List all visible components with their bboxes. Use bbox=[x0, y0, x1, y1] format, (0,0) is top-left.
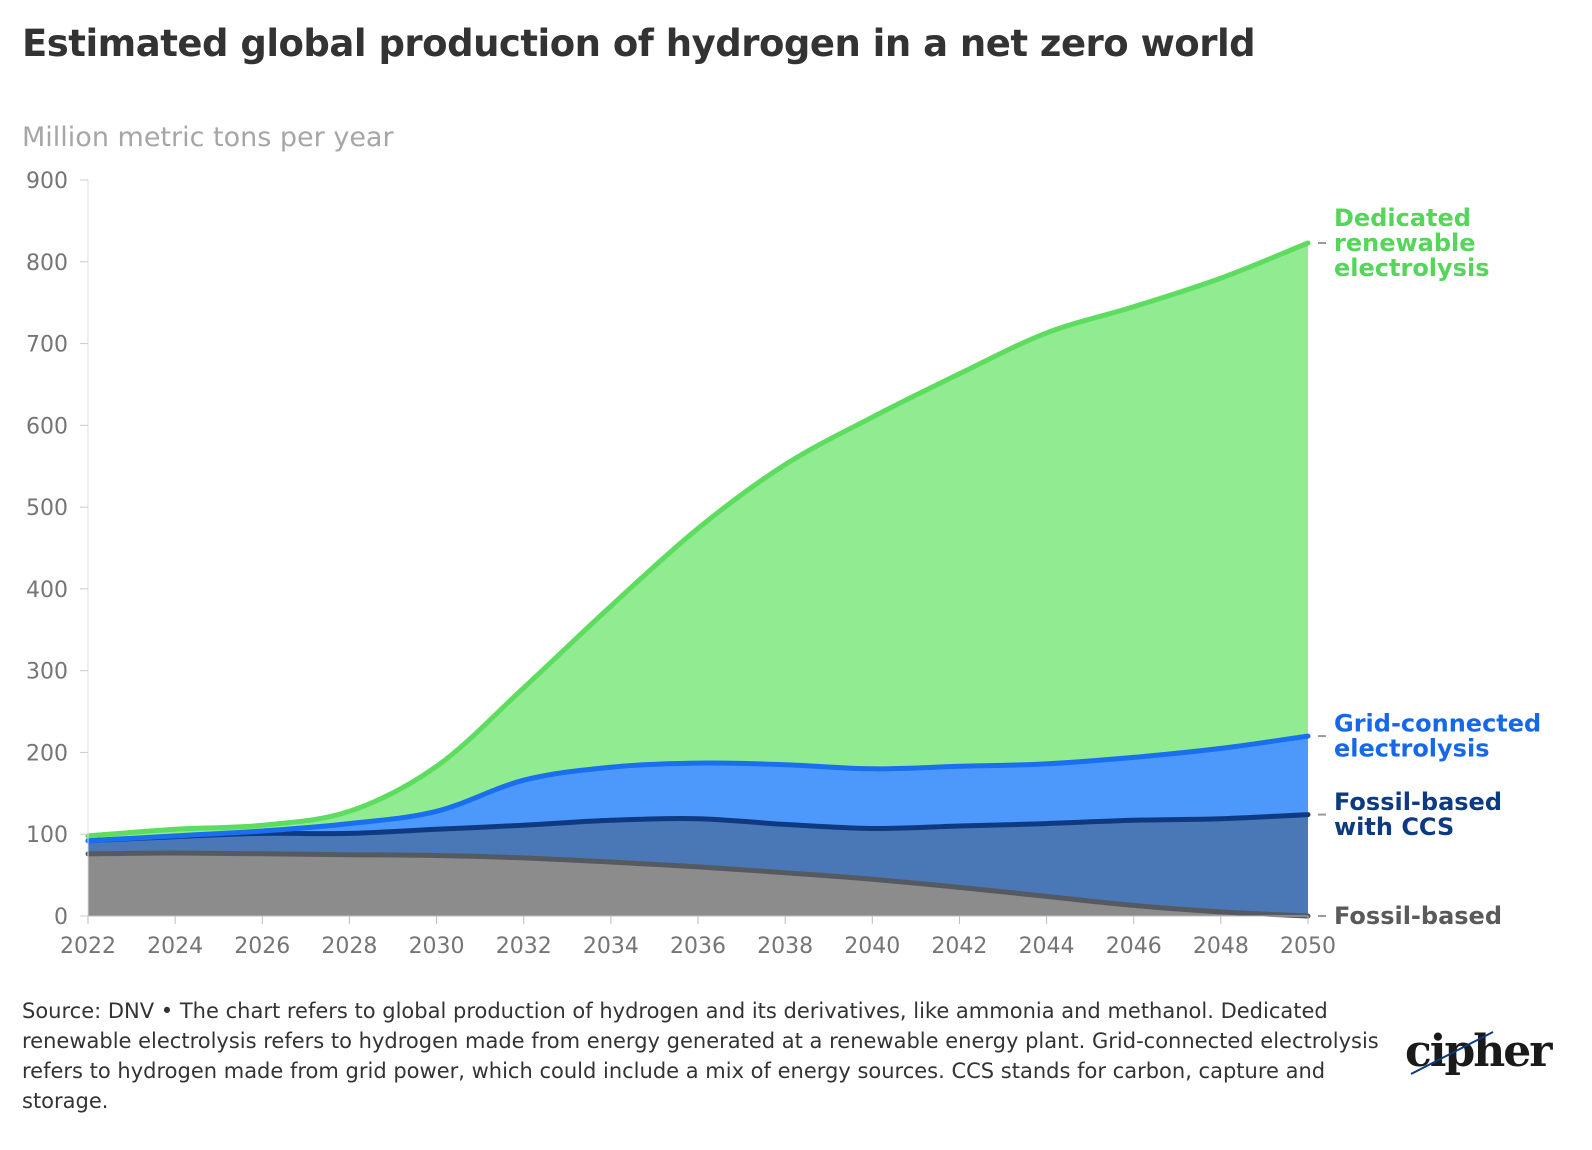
area-dedicated-renewable-electrolysis bbox=[88, 243, 1308, 841]
series-lines bbox=[85, 240, 1311, 919]
line-fossil-based-with-ccs bbox=[85, 812, 1311, 844]
axes: 0 100 200 300 400 500 600 700 800 900 2022 2024 2026… bbox=[26, 169, 1336, 959]
area-grid-connected-electrolysis bbox=[88, 736, 1308, 841]
x-tick-label: 2036 bbox=[670, 934, 726, 959]
line-dedicated-renewable-electrolysis bbox=[85, 240, 1311, 839]
x-tick-label: 2028 bbox=[321, 934, 377, 959]
stacked-area-chart: 0 100 200 300 400 500 600 700 800 900 2022 2024 2026… bbox=[26, 169, 1541, 959]
series-label-grid-connected-electrolysis: Grid-connected bbox=[1334, 710, 1541, 738]
x-tick-label: 2038 bbox=[757, 934, 813, 959]
source-note: Source: DNV • The chart refers to global… bbox=[22, 999, 1379, 1113]
line-grid-connected-electrolysis bbox=[85, 733, 1311, 844]
x-tick-label: 2046 bbox=[1106, 934, 1162, 959]
y-tick-label: 700 bbox=[26, 333, 68, 358]
x-tick-label: 2022 bbox=[60, 934, 116, 959]
y-tick-label: 300 bbox=[26, 660, 68, 685]
y-axis-unit-label: Million metric tons per year bbox=[22, 122, 394, 153]
x-tick-label: 2026 bbox=[234, 934, 290, 959]
y-tick-label: 400 bbox=[26, 578, 68, 603]
cipher-logo: cipher bbox=[1405, 1026, 1555, 1086]
y-tick-label: 900 bbox=[26, 169, 68, 194]
y-tick-label: 200 bbox=[26, 741, 68, 766]
series-label-fossil-based: Fossil-based bbox=[1334, 902, 1502, 930]
series-label-dedicated-renewable-electrolysis: Dedicated bbox=[1334, 204, 1471, 232]
x-tick-label: 2032 bbox=[496, 934, 552, 959]
series-label-dedicated-renewable-electrolysis: electrolysis bbox=[1334, 254, 1489, 282]
y-tick-label: 600 bbox=[26, 414, 68, 439]
x-tick-label: 2050 bbox=[1280, 934, 1336, 959]
series-label-dedicated-renewable-electrolysis: renewable bbox=[1334, 229, 1476, 257]
series-areas bbox=[88, 243, 1308, 916]
x-tick-label: 2040 bbox=[844, 934, 900, 959]
area-fossil-based bbox=[88, 853, 1308, 916]
series-label-fossil-based-with-ccs: Fossil-based bbox=[1334, 788, 1502, 816]
x-tick-label: 2042 bbox=[931, 934, 987, 959]
logo-slash-mark bbox=[1410, 1031, 1494, 1075]
y-tick-label: 800 bbox=[26, 251, 68, 276]
line-fossil-based bbox=[85, 850, 1311, 919]
x-tick-label: 2030 bbox=[409, 934, 465, 959]
series-label-grid-connected-electrolysis: electrolysis bbox=[1334, 735, 1489, 763]
y-tick-label: 0 bbox=[54, 905, 68, 930]
x-tick-label: 2048 bbox=[1193, 934, 1249, 959]
series-label-fossil-based-with-ccs: with CCS bbox=[1334, 813, 1454, 841]
logo-wordmark: cipher bbox=[1405, 1026, 1552, 1077]
x-tick-label: 2034 bbox=[583, 934, 639, 959]
chart-title: Estimated global production of hydrogen … bbox=[22, 22, 1256, 65]
x-tick-label: 2044 bbox=[1019, 934, 1075, 959]
y-tick-label: 100 bbox=[26, 823, 68, 848]
y-tick-label: 500 bbox=[26, 496, 68, 521]
x-tick-label: 2024 bbox=[147, 934, 203, 959]
